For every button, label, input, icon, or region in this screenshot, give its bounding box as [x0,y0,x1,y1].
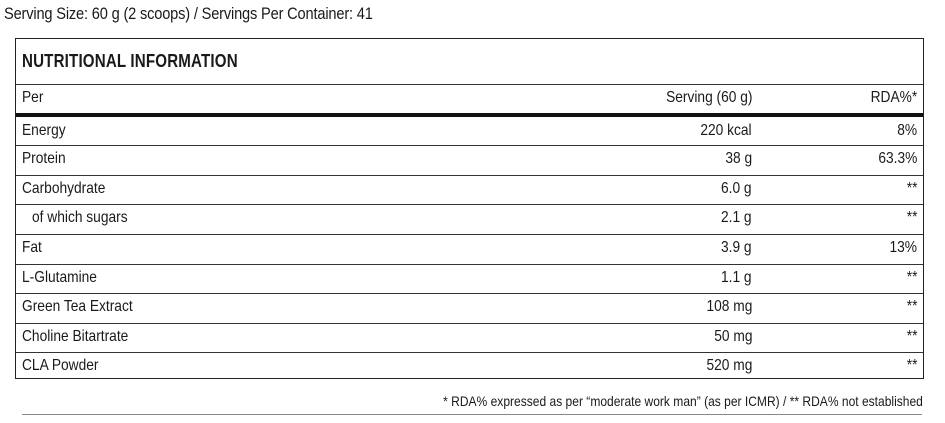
nutrient-name: of which sugars [32,209,128,226]
nutrient-serving: 220 kcal [700,122,752,139]
header-divider [16,113,923,117]
header-per: Per [22,89,44,106]
nutrient-rda: ** [906,357,917,374]
nutrient-rda: ** [906,269,917,286]
nutrition-panel: NUTRITIONAL INFORMATION Per Serving (60 … [15,38,924,379]
nutrient-serving: 520 mg [706,357,752,374]
row-divider [16,264,923,265]
nutrient-name: Protein [22,150,66,167]
nutrient-rda: ** [906,328,917,345]
header-rda: RDA%* [870,89,917,106]
nutrient-rda: ** [906,209,917,226]
bottom-rule [22,414,922,415]
nutrient-rda: 63.3% [877,150,917,167]
row-divider [16,323,923,324]
serving-size-info: Serving Size: 60 g (2 scoops) / Servings… [4,4,373,23]
nutrient-name: Energy [22,122,66,139]
nutrient-name: Green Tea Extract [22,298,133,315]
row-divider [16,145,923,146]
nutrient-rda: ** [906,298,917,315]
nutrient-name: CLA Powder [22,357,99,374]
nutrient-name: Fat [22,239,42,256]
nutrient-serving: 3.9 g [721,239,752,256]
header-serving: Serving (60 g) [665,89,752,106]
row-divider [16,204,923,205]
nutrient-name: L-Glutamine [22,269,97,286]
title-divider [16,84,923,85]
nutrient-serving: 2.1 g [721,209,752,226]
row-divider [16,352,923,353]
nutrient-serving: 1.1 g [721,269,752,286]
row-divider [16,234,923,235]
rda-footnote: * RDA% expressed as per “moderate work m… [443,393,923,409]
row-divider [16,175,923,176]
nutrient-name: Carbohydrate [22,180,106,197]
nutrient-serving: 108 mg [706,298,752,315]
panel-title: NUTRITIONAL INFORMATION [22,51,238,71]
nutrient-serving: 6.0 g [721,180,752,197]
row-divider [16,293,923,294]
nutrient-name: Choline Bitartrate [22,328,129,345]
nutrient-rda: ** [906,180,917,197]
nutrient-rda: 13% [889,239,917,256]
nutrient-rda: 8% [897,122,917,139]
nutrient-serving: 38 g [725,150,752,167]
nutrient-serving: 50 mg [713,328,752,345]
